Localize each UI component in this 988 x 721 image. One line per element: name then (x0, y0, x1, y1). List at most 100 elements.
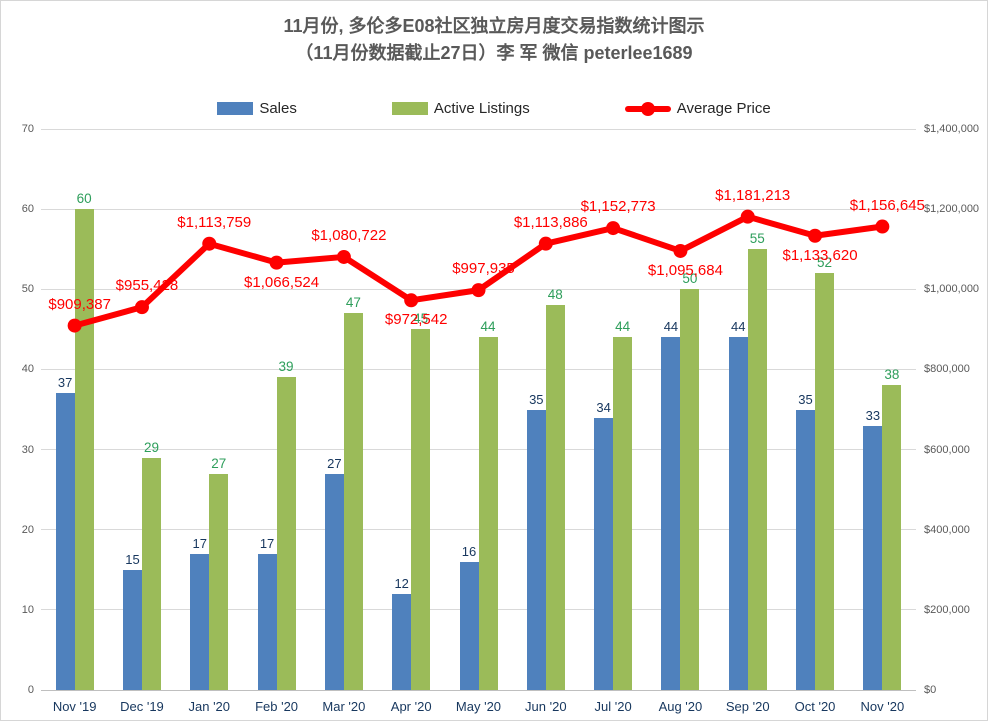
average-price-marker (404, 293, 419, 308)
sales-value-label: 44 (663, 319, 679, 335)
sales-value-label: 17 (192, 535, 207, 551)
y-axis-tick-label-right: $1,000,000 (924, 283, 980, 296)
bar-sales (796, 409, 816, 690)
listings-value-label: 38 (884, 367, 900, 383)
y-axis-tick-label-left: 40 (21, 363, 34, 376)
listings-value-label: 55 (749, 231, 765, 247)
average-price-label: $972,542 (384, 311, 448, 329)
average-price-label: $1,080,722 (311, 226, 387, 244)
bar-sales (459, 561, 479, 690)
bar-sales (526, 409, 546, 690)
average-price-label: $1,156,645 (849, 196, 925, 214)
legend: Sales Active Listings Average Price (1, 100, 987, 117)
x-axis-label: Jul '20 (594, 699, 632, 714)
bar-sales (324, 473, 344, 690)
average-price-label: $1,181,213 (715, 186, 791, 204)
listings-value-label: 48 (547, 287, 563, 303)
average-price-label: $1,133,620 (782, 246, 858, 264)
bar-sales (392, 593, 412, 690)
legend-item-sales: Sales (217, 100, 297, 117)
bar-sales (863, 425, 883, 690)
listings-value-label: 44 (480, 319, 496, 335)
average-price-swatch-icon (624, 101, 671, 116)
average-price-marker (538, 236, 553, 251)
y-axis-tick-label-right: $1,200,000 (924, 203, 980, 216)
gridline (41, 208, 916, 210)
sales-value-label: 34 (596, 399, 611, 415)
legend-label-sales: Sales (259, 100, 297, 117)
x-axis-label: Jun '20 (525, 699, 567, 714)
bar-listings (343, 313, 363, 690)
average-price-marker (606, 221, 621, 236)
sales-swatch-icon (217, 102, 254, 115)
bar-listings (141, 457, 161, 690)
y-axis-tick-label-left: 20 (21, 523, 34, 536)
bar-listings (815, 273, 835, 690)
average-price-label: $1,113,759 (177, 213, 252, 231)
bar-listings (478, 337, 498, 690)
y-axis-tick-label-left: 0 (27, 684, 34, 696)
y-axis-tick-label-left: 30 (21, 443, 34, 456)
y-axis-tick-label-right: $0 (924, 684, 937, 696)
x-axis-label: Mar '20 (322, 699, 366, 714)
bar-listings (882, 385, 902, 690)
x-axis-label: Nov '20 (860, 699, 905, 714)
active-listings-swatch-icon (391, 102, 428, 115)
sales-value-label: 17 (259, 535, 275, 551)
average-price-label: $909,387 (48, 295, 111, 313)
listings-value-label: 39 (278, 359, 294, 375)
chart-title: 11月份, 多伦多E08社区独立房月度交易指数统计图示 （11月份数据截止27日… (1, 13, 987, 67)
legend-label-average-price: Average Price (676, 100, 771, 117)
sales-value-label: 12 (394, 575, 409, 591)
bar-listings (613, 337, 633, 690)
sales-value-label: 16 (461, 543, 477, 559)
sales-value-label: 27 (327, 455, 342, 471)
x-axis-label: Nov '19 (52, 699, 97, 714)
y-axis-tick-label-right: $200,000 (924, 603, 970, 616)
sales-value-label: 35 (798, 391, 813, 407)
average-price-marker (336, 249, 351, 264)
y-axis-tick-label-right: $600,000 (924, 443, 970, 456)
x-axis-label: Feb '20 (255, 699, 299, 714)
listings-value-label: 27 (211, 455, 227, 471)
y-axis-tick-label-left: 50 (21, 283, 34, 296)
listings-value-label: 60 (76, 191, 92, 207)
y-axis-tick-label-right: $400,000 (924, 523, 970, 536)
average-price-marker (471, 283, 486, 298)
x-axis-label: Aug '20 (658, 699, 703, 714)
bar-listings (411, 329, 431, 690)
x-axis-label: Oct '20 (794, 699, 836, 714)
bar-listings (209, 473, 229, 690)
average-price-marker (202, 236, 217, 251)
average-price-label: $1,113,886 (513, 213, 588, 231)
bar-sales (661, 337, 681, 690)
bar-sales (190, 553, 210, 690)
average-price-marker (269, 255, 284, 270)
sales-value-label: 33 (865, 407, 881, 423)
average-price-marker (673, 243, 688, 258)
gridline (41, 128, 916, 130)
legend-label-active-listings: Active Listings (433, 100, 530, 117)
average-price-marker (875, 219, 890, 234)
bar-sales (122, 569, 142, 690)
bar-listings (276, 377, 296, 690)
y-axis-tick-label-right: $800,000 (924, 363, 970, 376)
bar-listings (680, 289, 700, 690)
chart-title-line2: （11月份数据截止27日）李 军 微信 peterlee1689 (295, 43, 693, 63)
x-axis-label: Sep '20 (725, 699, 770, 714)
average-price-marker (740, 209, 755, 224)
sales-value-label: 15 (125, 551, 140, 567)
sales-value-label: 35 (529, 391, 544, 407)
x-axis-label: Jan '20 (188, 699, 231, 714)
y-axis-tick-label-right: $1,400,000 (924, 123, 980, 135)
chart-title-line1: 11月份, 多伦多E08社区独立房月度交易指数统计图示 (283, 16, 705, 36)
bar-listings (545, 305, 565, 690)
y-axis-tick-label-left: 60 (21, 203, 34, 216)
average-price-label: $955,428 (115, 277, 179, 295)
x-axis-label: Dec '19 (120, 699, 164, 714)
listings-value-label: 29 (143, 439, 159, 455)
listings-value-label: 44 (615, 319, 631, 335)
average-price-label: $1,152,773 (580, 198, 656, 216)
